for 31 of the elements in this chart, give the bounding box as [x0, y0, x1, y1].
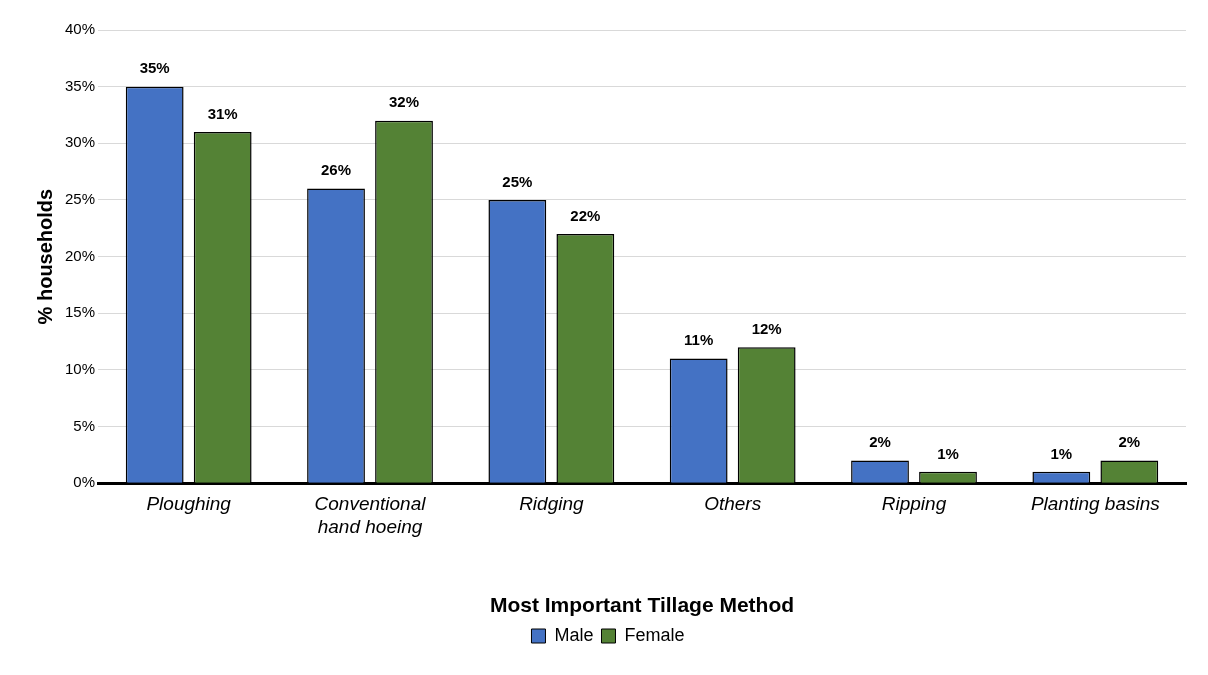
data-label: 11%: [684, 331, 714, 349]
y-tick-label: 5%: [73, 416, 96, 434]
data-label: 31%: [207, 104, 238, 122]
data-label: 2%: [1118, 433, 1141, 451]
y-tick-label: 30%: [64, 133, 96, 151]
y-tick-label: 10%: [64, 360, 96, 378]
y-tick-label: 0%: [73, 473, 96, 491]
legend-label: Female: [624, 624, 685, 645]
data-label: 32%: [389, 93, 420, 111]
x-tick-label: Ridging: [519, 492, 584, 514]
data-label: 35%: [139, 59, 170, 77]
data-label: 22%: [570, 206, 601, 224]
y-tick-label: 15%: [64, 303, 96, 321]
y-tick-label: 20%: [64, 246, 96, 264]
y-axis-title: % households: [33, 188, 56, 325]
data-label: 1%: [1050, 444, 1073, 462]
x-tick-label: Others: [704, 492, 762, 514]
data-label: 2%: [869, 433, 891, 451]
x-tick-label: Ripping: [881, 492, 947, 514]
data-label: 1%: [937, 444, 959, 462]
x-tick-label: Conventional hand hoeing: [314, 492, 427, 537]
legend-label: Male: [554, 624, 594, 645]
data-label: 26%: [321, 161, 352, 179]
y-tick-label: 40%: [64, 20, 96, 38]
x-tick-label: Ploughing: [146, 492, 232, 514]
data-label: 12%: [751, 319, 782, 337]
y-tick-label: 35%: [64, 76, 96, 94]
x-axis-title: Most Important Tillage Method: [489, 593, 795, 617]
x-tick-label: Planting basins: [1030, 492, 1161, 514]
y-tick-label: 25%: [64, 190, 96, 208]
data-label: 25%: [502, 172, 533, 190]
